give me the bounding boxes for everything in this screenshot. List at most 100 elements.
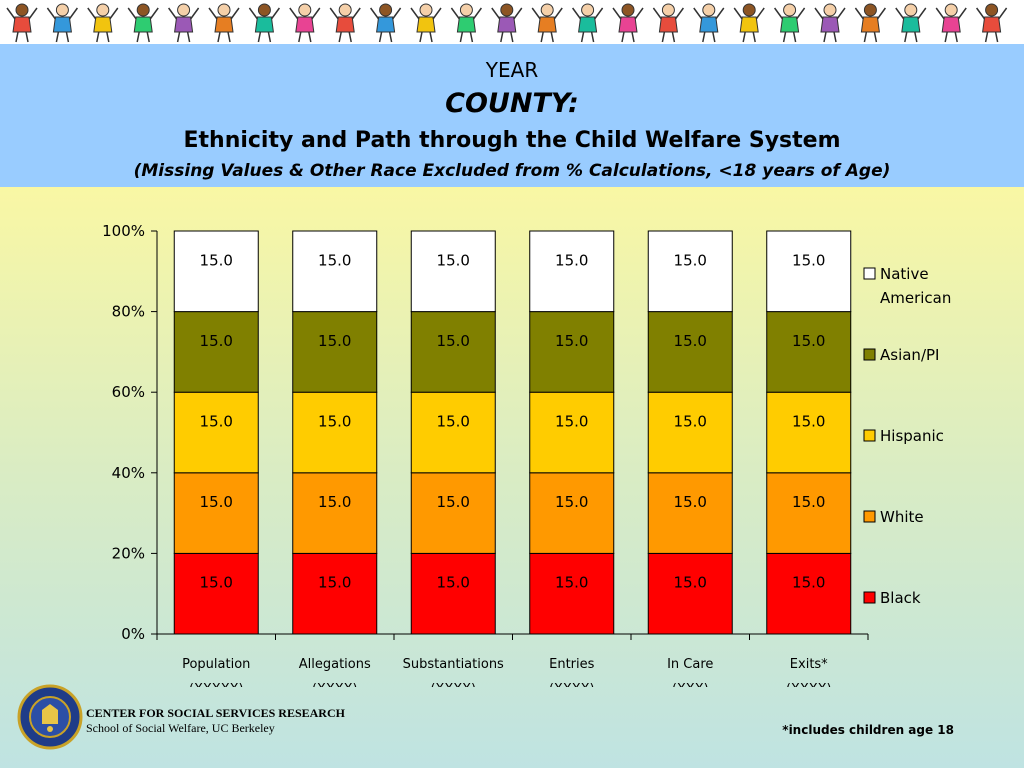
bar-segment xyxy=(292,391,378,474)
legend-label: White xyxy=(880,508,924,526)
data-label: 15.0 xyxy=(318,413,351,431)
child-figure xyxy=(935,3,967,43)
child-figure xyxy=(652,3,685,43)
category-label: Entries xyxy=(549,657,595,672)
y-tick-label: 80% xyxy=(112,303,145,321)
data-label: 15.0 xyxy=(200,574,233,592)
legend-swatch xyxy=(863,510,876,523)
child-figure xyxy=(167,3,200,43)
data-label: 15.0 xyxy=(674,493,707,511)
child-figure xyxy=(773,3,806,43)
data-label: 15.0 xyxy=(318,493,351,511)
bar-segment xyxy=(766,230,852,313)
bar-segment xyxy=(173,472,259,554)
bar-segment xyxy=(529,552,615,635)
data-label: 15.0 xyxy=(200,251,233,269)
y-tick-label: 20% xyxy=(112,544,145,562)
legend-label: Black xyxy=(880,589,921,607)
data-label: 15.0 xyxy=(792,493,825,511)
child-figure xyxy=(612,3,644,43)
chart-title: Ethnicity and Path through the Child Wel… xyxy=(183,128,841,153)
org-name: CENTER FOR SOCIAL SERVICES RESEARCH xyxy=(86,706,345,720)
chart-subtitle: (Missing Values & Other Race Excluded fr… xyxy=(133,161,891,181)
child-figure xyxy=(410,3,442,43)
org-school: School of Social Welfare, UC Berkeley xyxy=(86,721,275,735)
footnote: *includes children age 18 xyxy=(782,723,954,737)
bar-segment xyxy=(410,311,496,393)
category-label: In Care xyxy=(667,657,713,672)
bar-segment xyxy=(292,472,378,554)
data-label: 15.0 xyxy=(792,332,825,350)
data-label: 15.0 xyxy=(437,413,470,431)
data-label: 15.0 xyxy=(674,413,707,431)
bar-segment xyxy=(766,472,852,554)
data-label: 15.0 xyxy=(555,493,588,511)
data-label: 15.0 xyxy=(200,332,233,350)
child-figure xyxy=(248,3,281,43)
category-count-label: (XXX) xyxy=(672,682,709,687)
child-figure xyxy=(208,3,240,43)
data-label: 15.0 xyxy=(674,574,707,592)
bar-segment xyxy=(410,552,496,635)
bar-segment xyxy=(766,552,852,635)
uc-seal-logo xyxy=(17,684,83,754)
legend-swatch xyxy=(863,591,876,604)
decorative-children-banner xyxy=(0,0,1024,44)
bar-segment xyxy=(292,311,378,393)
legend-label: American xyxy=(880,289,951,307)
child-figure xyxy=(127,3,159,43)
data-label: 15.0 xyxy=(555,574,588,592)
data-label: 15.0 xyxy=(555,413,588,431)
child-figure xyxy=(814,3,846,43)
bar-segment xyxy=(647,311,733,393)
legend-swatch xyxy=(863,429,876,442)
bar-segment xyxy=(173,552,259,635)
data-label: 15.0 xyxy=(792,413,825,431)
child-figure xyxy=(895,3,927,43)
bar-segment xyxy=(410,391,496,474)
data-label: 15.0 xyxy=(792,574,825,592)
data-label: 15.0 xyxy=(437,332,470,350)
bar-segment xyxy=(647,391,733,474)
bar-segment xyxy=(647,472,733,554)
bar-segment xyxy=(292,230,378,313)
child-figure xyxy=(733,3,765,43)
data-label: 15.0 xyxy=(674,332,707,350)
data-label: 15.0 xyxy=(437,251,470,269)
bar-segment xyxy=(410,472,496,554)
county-label: COUNTY: xyxy=(445,88,579,119)
data-label: 15.0 xyxy=(318,251,351,269)
bar-segment xyxy=(766,311,852,393)
bar-segment xyxy=(647,230,733,313)
category-count-label: (XXXXX) xyxy=(189,682,244,687)
child-figure xyxy=(693,3,725,43)
data-label: 15.0 xyxy=(555,332,588,350)
bar-segment xyxy=(173,311,259,393)
category-label: Exits* xyxy=(790,657,828,672)
data-label: 15.0 xyxy=(318,332,351,350)
category-count-label: (XXXX) xyxy=(312,682,358,687)
y-tick-label: 0% xyxy=(121,625,145,643)
data-label: 15.0 xyxy=(674,251,707,269)
bar-segment xyxy=(647,552,733,635)
data-label: 15.0 xyxy=(437,574,470,592)
category-label: Population xyxy=(182,657,250,672)
category-count-label: (XXXX) xyxy=(430,682,476,687)
child-figure xyxy=(6,3,38,43)
bar-segment xyxy=(529,472,615,554)
bar-segment xyxy=(292,552,378,635)
bar-segment xyxy=(410,230,496,313)
y-tick-label: 40% xyxy=(112,464,145,482)
dancing-children-illustration xyxy=(6,3,1008,43)
child-figure xyxy=(975,3,1008,43)
bar-segment xyxy=(173,230,259,313)
slide-header: YEAR COUNTY: Ethnicity and Path through … xyxy=(0,44,1024,187)
category-label: Substantiations xyxy=(403,657,504,672)
stacked-bar-chart: 0% 20% 40% 60% 80% 100% 15.0 15.0 15.0 15.0 15.0 Po… xyxy=(102,222,951,687)
y-tick-label: 100% xyxy=(102,222,145,240)
y-tick-label: 60% xyxy=(112,383,145,401)
legend-label: Hispanic xyxy=(880,427,944,445)
child-figure xyxy=(491,3,523,43)
category-count-label: (XXXX) xyxy=(549,682,595,687)
legend-label: Native xyxy=(880,265,929,283)
